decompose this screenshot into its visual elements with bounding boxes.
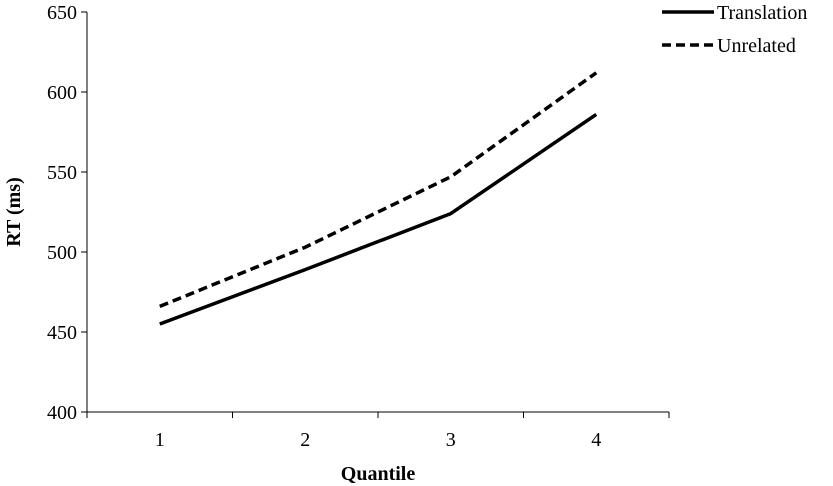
x-tick-label: 2: [300, 429, 310, 451]
y-tick-label: 500: [47, 242, 77, 264]
legend-label-translation: Translation: [717, 2, 807, 24]
x-tick-label: 3: [446, 429, 456, 451]
x-tick-label: 4: [591, 429, 601, 451]
y-axis-label: RT (ms): [3, 177, 25, 246]
y-tick-label: 550: [47, 162, 77, 184]
x-axis-label: Quantile: [341, 463, 416, 485]
legend-label-unrelated: Unrelated: [717, 35, 796, 57]
y-tick-label: 400: [47, 402, 77, 424]
x-axis: 1 2 3 4: [86, 411, 670, 451]
y-tick-label: 650: [47, 2, 77, 24]
series-line-translation: [159, 112, 598, 326]
y-tick-label: 450: [47, 322, 77, 344]
legend: Translation Unrelated: [662, 2, 807, 57]
y-tick-label: 600: [47, 82, 77, 104]
x-tick-label: 1: [155, 429, 165, 451]
series-line-unrelated: [159, 71, 598, 309]
series-layer: [159, 71, 598, 326]
y-axis: 400 450 500 550 600 650: [47, 2, 88, 424]
